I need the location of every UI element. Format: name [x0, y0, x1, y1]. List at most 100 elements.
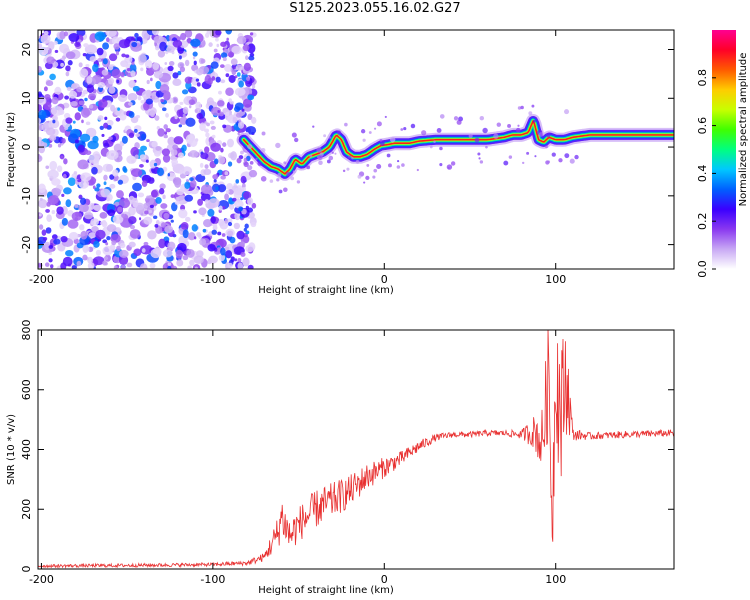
heatmap-noise-blob — [105, 163, 114, 172]
heatmap-noise-blob — [210, 61, 219, 69]
heatmap-noise-blob — [67, 219, 79, 229]
heatmap-noise-blob — [68, 90, 78, 99]
heatmap-noise-blob — [51, 210, 56, 215]
heatmap-noise-blob — [181, 166, 193, 176]
heatmap-noise-blob — [247, 43, 256, 54]
heatmap-noise-blob — [57, 109, 65, 115]
heatmap-noise-blob — [159, 83, 170, 94]
heatmap-noise-blob — [178, 208, 188, 219]
heatmap-noise-blob — [178, 55, 182, 60]
heatmap-noise-blob — [144, 60, 153, 69]
heatmap-noise-blob — [245, 230, 250, 235]
heatmap-noise-blob — [86, 84, 95, 93]
heatmap-noise-blob — [224, 218, 229, 224]
heatmap-noise-blob — [45, 208, 50, 213]
heatmap-noise-blob — [107, 77, 115, 85]
heatmap-noise-blob — [125, 54, 130, 58]
heatmap-speck — [357, 174, 362, 179]
heatmap-speck — [344, 122, 348, 127]
heatmap-noise-blob — [74, 112, 81, 121]
heatmap-noise-blob — [242, 44, 250, 52]
heatmap-noise-blob — [188, 99, 196, 106]
heatmap-speck — [331, 151, 334, 154]
heatmap-noise-blob — [162, 249, 173, 258]
heatmap-noise-blob — [245, 55, 249, 61]
heatmap-speck — [269, 179, 274, 183]
heatmap-noise-blob — [131, 61, 135, 66]
heatmap-speck — [261, 131, 266, 136]
heatmap-noise-blob — [226, 37, 229, 41]
heatmap-speck — [351, 156, 354, 160]
heatmap-noise-blob — [52, 188, 62, 196]
heatmap-noise-blob — [105, 86, 109, 90]
heatmap-noise-blob — [93, 204, 102, 211]
heatmap-noise-blob — [155, 80, 162, 90]
heatmap-noise-blob — [240, 252, 246, 257]
heatmap-noise-blob — [167, 65, 174, 72]
heatmap-noise-blob — [66, 86, 72, 91]
heatmap-noise-blob — [206, 122, 210, 127]
heatmap-noise-blob — [126, 68, 131, 72]
snr-ytick-label: 400 — [20, 439, 33, 460]
heatmap-noise-blob — [231, 45, 242, 55]
heatmap-noise-blob — [154, 115, 160, 121]
heatmap-noise-blob — [38, 198, 48, 209]
heatmap-noise-blob — [175, 249, 183, 259]
heatmap-noise-blob — [210, 125, 216, 130]
heatmap-speck — [410, 123, 416, 129]
colorbar-label: Normalized spectral amplitude — [738, 53, 749, 207]
heatmap-speck — [276, 178, 280, 182]
heatmap-noise-blob — [61, 193, 65, 198]
heatmap-noise-blob — [222, 142, 227, 147]
heatmap-noise-blob — [247, 113, 253, 121]
heatmap-noise-blob — [147, 177, 155, 184]
heatmap-speck — [439, 114, 445, 119]
heatmap-noise-blob — [249, 32, 254, 36]
heatmap-speck — [453, 116, 459, 121]
heatmap-noise-blob — [116, 190, 124, 199]
heatmap-noise-blob — [130, 146, 139, 157]
heatmap-noise-blob — [225, 111, 230, 117]
heatmap-noise-blob — [62, 173, 67, 179]
heatmap-noise-blob — [181, 144, 187, 152]
heatmap-noise-blob — [106, 236, 111, 241]
heatmap-noise-blob — [225, 250, 233, 259]
heatmap-speck — [255, 157, 258, 161]
heatmap-noise-blob — [178, 124, 183, 128]
heatmap-noise-blob — [49, 73, 56, 81]
heatmap-noise-blob — [94, 31, 106, 41]
heatmap-speck — [558, 158, 563, 163]
heatmap-noise-blob — [218, 254, 226, 262]
heatmap-noise-blob — [220, 64, 225, 69]
heatmap-noise-blob — [77, 179, 82, 183]
heatmap-noise-blob — [102, 239, 108, 244]
heatmap-noise-blob — [64, 126, 69, 130]
heatmap-noise-blob — [110, 104, 116, 112]
heatmap-speck — [421, 130, 427, 136]
heatmap-noise-blob — [210, 106, 222, 116]
heatmap-noise-blob — [213, 223, 218, 228]
heatmap-noise-blob — [60, 235, 68, 243]
heatmap-noise-blob — [251, 84, 256, 89]
heatmap-noise-blob — [149, 159, 157, 169]
heatmap-noise-blob — [177, 152, 184, 159]
heatmap-noise-blob — [186, 179, 190, 183]
heatmap-noise-blob — [192, 51, 198, 57]
heatmap-speck — [507, 124, 512, 128]
heatmap-noise-blob — [85, 63, 90, 68]
heatmap-noise-blob — [247, 94, 255, 101]
heatmap-noise-blob — [112, 169, 119, 177]
heatmap-noise-blob — [207, 243, 216, 252]
heatmap-noise-blob — [88, 93, 97, 100]
heatmap-noise-blob — [39, 224, 44, 230]
heatmap-noise-blob — [217, 109, 221, 114]
heatmap-noise-blob — [235, 64, 244, 71]
heatmap-speck — [379, 141, 385, 146]
heatmap-noise-blob — [155, 219, 160, 226]
colorbar: 0.0 0.2 0.4 0.6 0.8 Normalized spectral ampli… — [696, 30, 749, 278]
heatmap-noise-blob — [154, 151, 161, 157]
heatmap-noise-blob — [241, 187, 247, 191]
heatmap-noise-blob — [146, 79, 150, 85]
heatmap-noise-blob — [128, 132, 135, 139]
heatmap-noise-blob — [133, 248, 142, 257]
